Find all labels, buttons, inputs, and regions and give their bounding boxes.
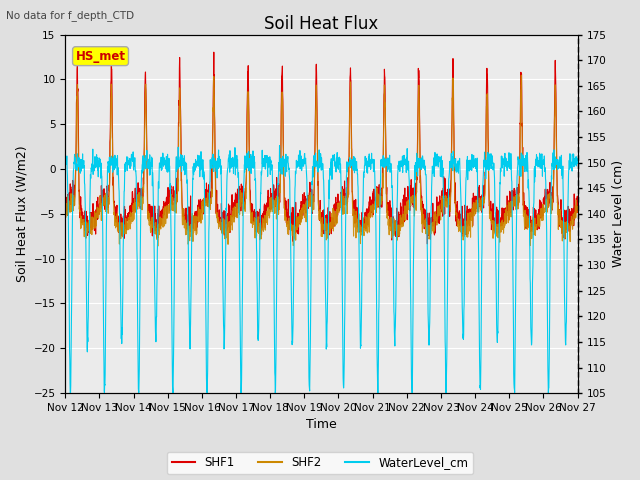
Text: HS_met: HS_met [76,49,125,63]
Y-axis label: Soil Heat Flux (W/m2): Soil Heat Flux (W/m2) [15,145,28,282]
Y-axis label: Water Level (cm): Water Level (cm) [612,160,625,267]
Legend: SHF1, SHF2, WaterLevel_cm: SHF1, SHF2, WaterLevel_cm [167,452,473,474]
Text: No data for f_depth_CTD: No data for f_depth_CTD [6,10,134,21]
X-axis label: Time: Time [306,419,337,432]
Title: Soil Heat Flux: Soil Heat Flux [264,15,378,33]
